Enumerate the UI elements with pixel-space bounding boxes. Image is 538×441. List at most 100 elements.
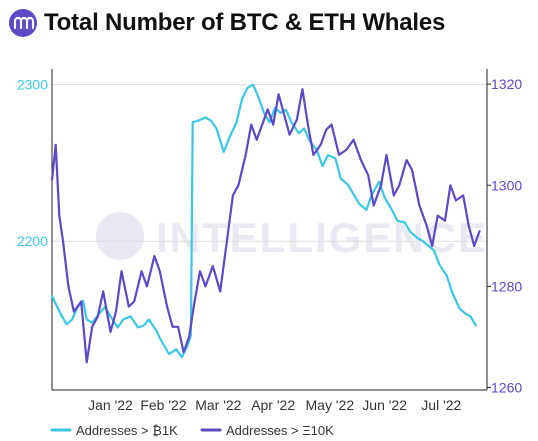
data-point: [204, 285, 207, 288]
data-point: [268, 121, 271, 123]
data-point: [228, 137, 231, 139]
data-point: [182, 351, 185, 353]
data-point: [223, 151, 225, 153]
data-point: [285, 108, 287, 111]
right-axis-tick-label: 1300: [491, 177, 522, 193]
data-point: [478, 230, 481, 232]
data-point: [241, 98, 243, 100]
right-axis-tick-label: 1320: [491, 76, 522, 92]
data-point: [436, 214, 439, 217]
data-point: [199, 270, 201, 273]
data-point: [51, 179, 53, 181]
data-point: [255, 139, 258, 141]
data-point: [250, 123, 252, 126]
data-point: [224, 250, 227, 252]
data-point: [473, 245, 476, 247]
data-point: [91, 321, 93, 324]
left-axis-tick-label: 2200: [17, 233, 48, 249]
data-point: [82, 299, 84, 302]
data-point: [416, 237, 419, 239]
data-point: [122, 318, 125, 321]
data-point: [352, 139, 355, 141]
data-point: [54, 303, 57, 305]
data-point: [312, 154, 315, 156]
x-axis-tick-label: Jul '22: [421, 397, 461, 413]
data-point: [96, 315, 99, 318]
data-point: [411, 169, 413, 171]
data-point: [177, 326, 179, 328]
legend: Addresses > ₿1K Addresses > Ξ10K: [50, 423, 334, 438]
right-axis-tick-label: 1280: [491, 278, 522, 294]
data-point: [449, 184, 452, 187]
data-point: [321, 165, 324, 167]
data-point: [60, 314, 62, 316]
chart-header: Total Number of BTC & ETH Whales: [8, 6, 445, 40]
data-point: [212, 265, 214, 267]
data-point: [438, 263, 441, 266]
data-point: [58, 214, 61, 217]
data-point: [334, 157, 337, 160]
data-point: [171, 326, 174, 328]
data-point: [290, 121, 293, 123]
x-axis-tick-label: Feb '22: [140, 397, 186, 413]
data-point: [279, 112, 282, 114]
data-point: [338, 154, 340, 156]
data-point: [327, 154, 329, 156]
data-point: [54, 144, 57, 146]
data-point: [159, 270, 161, 273]
data-point: [398, 184, 401, 187]
data-point: [252, 83, 254, 86]
data-point: [405, 159, 408, 161]
data-point: [307, 123, 309, 126]
data-point: [219, 290, 221, 293]
data-point: [378, 180, 381, 183]
data-point: [385, 154, 388, 156]
data-point: [467, 224, 470, 227]
data-point: [62, 240, 64, 242]
data-point: [191, 121, 194, 123]
data-point: [358, 202, 360, 205]
data-point: [129, 315, 132, 318]
data-point: [85, 361, 88, 364]
data-point: [142, 325, 145, 327]
legend-label[interactable]: Addresses > ₿1K: [76, 423, 178, 438]
data-point: [319, 144, 322, 146]
data-point: [347, 184, 349, 186]
data-point: [215, 127, 218, 130]
data-point: [257, 96, 260, 98]
data-point: [51, 295, 53, 297]
data-point: [352, 193, 355, 196]
data-point: [303, 127, 306, 130]
x-axis-tick-label: May '22: [306, 397, 355, 413]
data-point: [102, 290, 104, 293]
data-point: [458, 307, 461, 310]
left-axis-tick-label: 2300: [17, 77, 48, 93]
data-point: [475, 325, 477, 327]
data-point: [297, 132, 300, 134]
data-point: [444, 219, 446, 222]
data-point: [372, 204, 375, 207]
data-point: [409, 231, 412, 233]
data-point: [325, 128, 328, 131]
data-point: [115, 310, 117, 313]
data-point: [427, 245, 430, 247]
data-point: [153, 255, 156, 257]
data-point: [80, 300, 82, 303]
data-point: [244, 154, 247, 156]
x-axis-tick-label: Apr '22: [251, 397, 295, 413]
data-point: [340, 177, 342, 180]
data-point: [175, 348, 178, 351]
data-point: [210, 119, 212, 122]
data-point: [383, 196, 386, 199]
data-point: [155, 329, 157, 332]
data-point: [330, 123, 333, 126]
legend-label[interactable]: Addresses > Ξ10K: [226, 423, 334, 438]
data-point: [380, 184, 382, 187]
right-axis-tick-label: 1260: [491, 379, 522, 395]
data-point: [235, 121, 238, 123]
data-point: [367, 174, 370, 176]
data-point: [283, 113, 285, 116]
data-point: [237, 184, 240, 187]
data-point: [166, 305, 168, 308]
